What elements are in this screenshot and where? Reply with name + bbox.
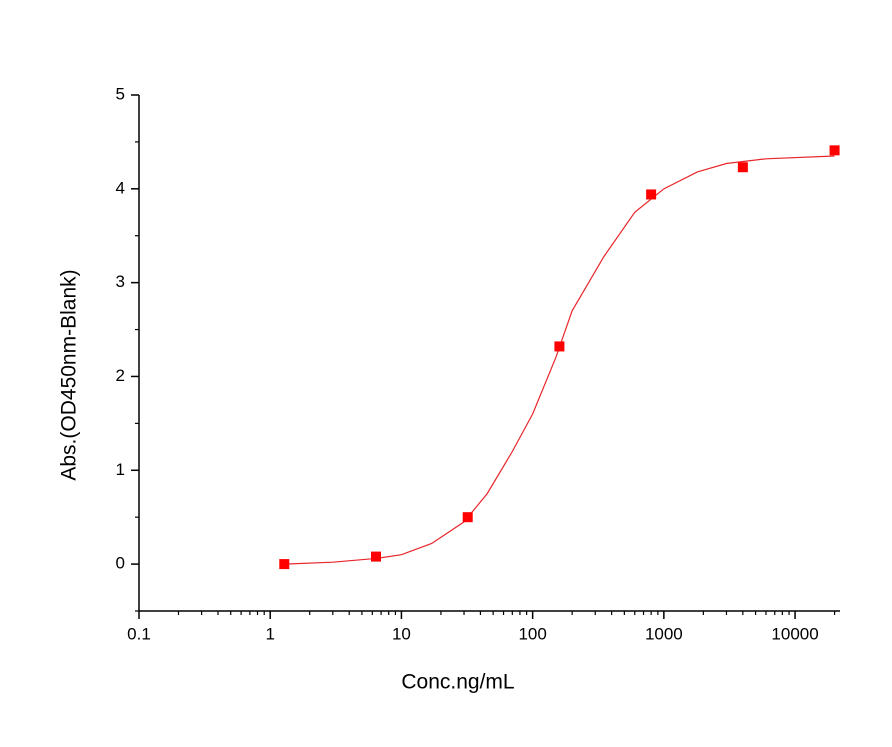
x-tick-label: 1: [265, 624, 274, 643]
y-tick-label: 3: [116, 272, 125, 291]
x-tick-label: 0.1: [127, 624, 151, 643]
y-tick-label: 4: [116, 178, 125, 197]
x-tick-label: 1000: [645, 624, 683, 643]
data-point: [462, 512, 473, 523]
y-tick-label: 2: [116, 366, 125, 385]
data-point: [829, 145, 840, 156]
y-tick-label: 0: [116, 554, 125, 573]
fit-curve: [284, 155, 835, 565]
data-point: [737, 162, 748, 173]
data-point: [279, 559, 290, 570]
data-point: [646, 189, 657, 200]
y-axis-title: Abs.(OD450nm-Blank): [58, 269, 81, 480]
x-axis-title: Conc.ng/mL: [401, 671, 514, 694]
data-point: [370, 551, 381, 562]
x-tick-label: 10: [392, 624, 411, 643]
x-tick-label: 10000: [771, 624, 818, 643]
data-point: [554, 341, 565, 352]
y-tick-label: 5: [116, 84, 125, 103]
y-tick-label: 1: [116, 460, 125, 479]
x-tick-label: 100: [518, 624, 546, 643]
